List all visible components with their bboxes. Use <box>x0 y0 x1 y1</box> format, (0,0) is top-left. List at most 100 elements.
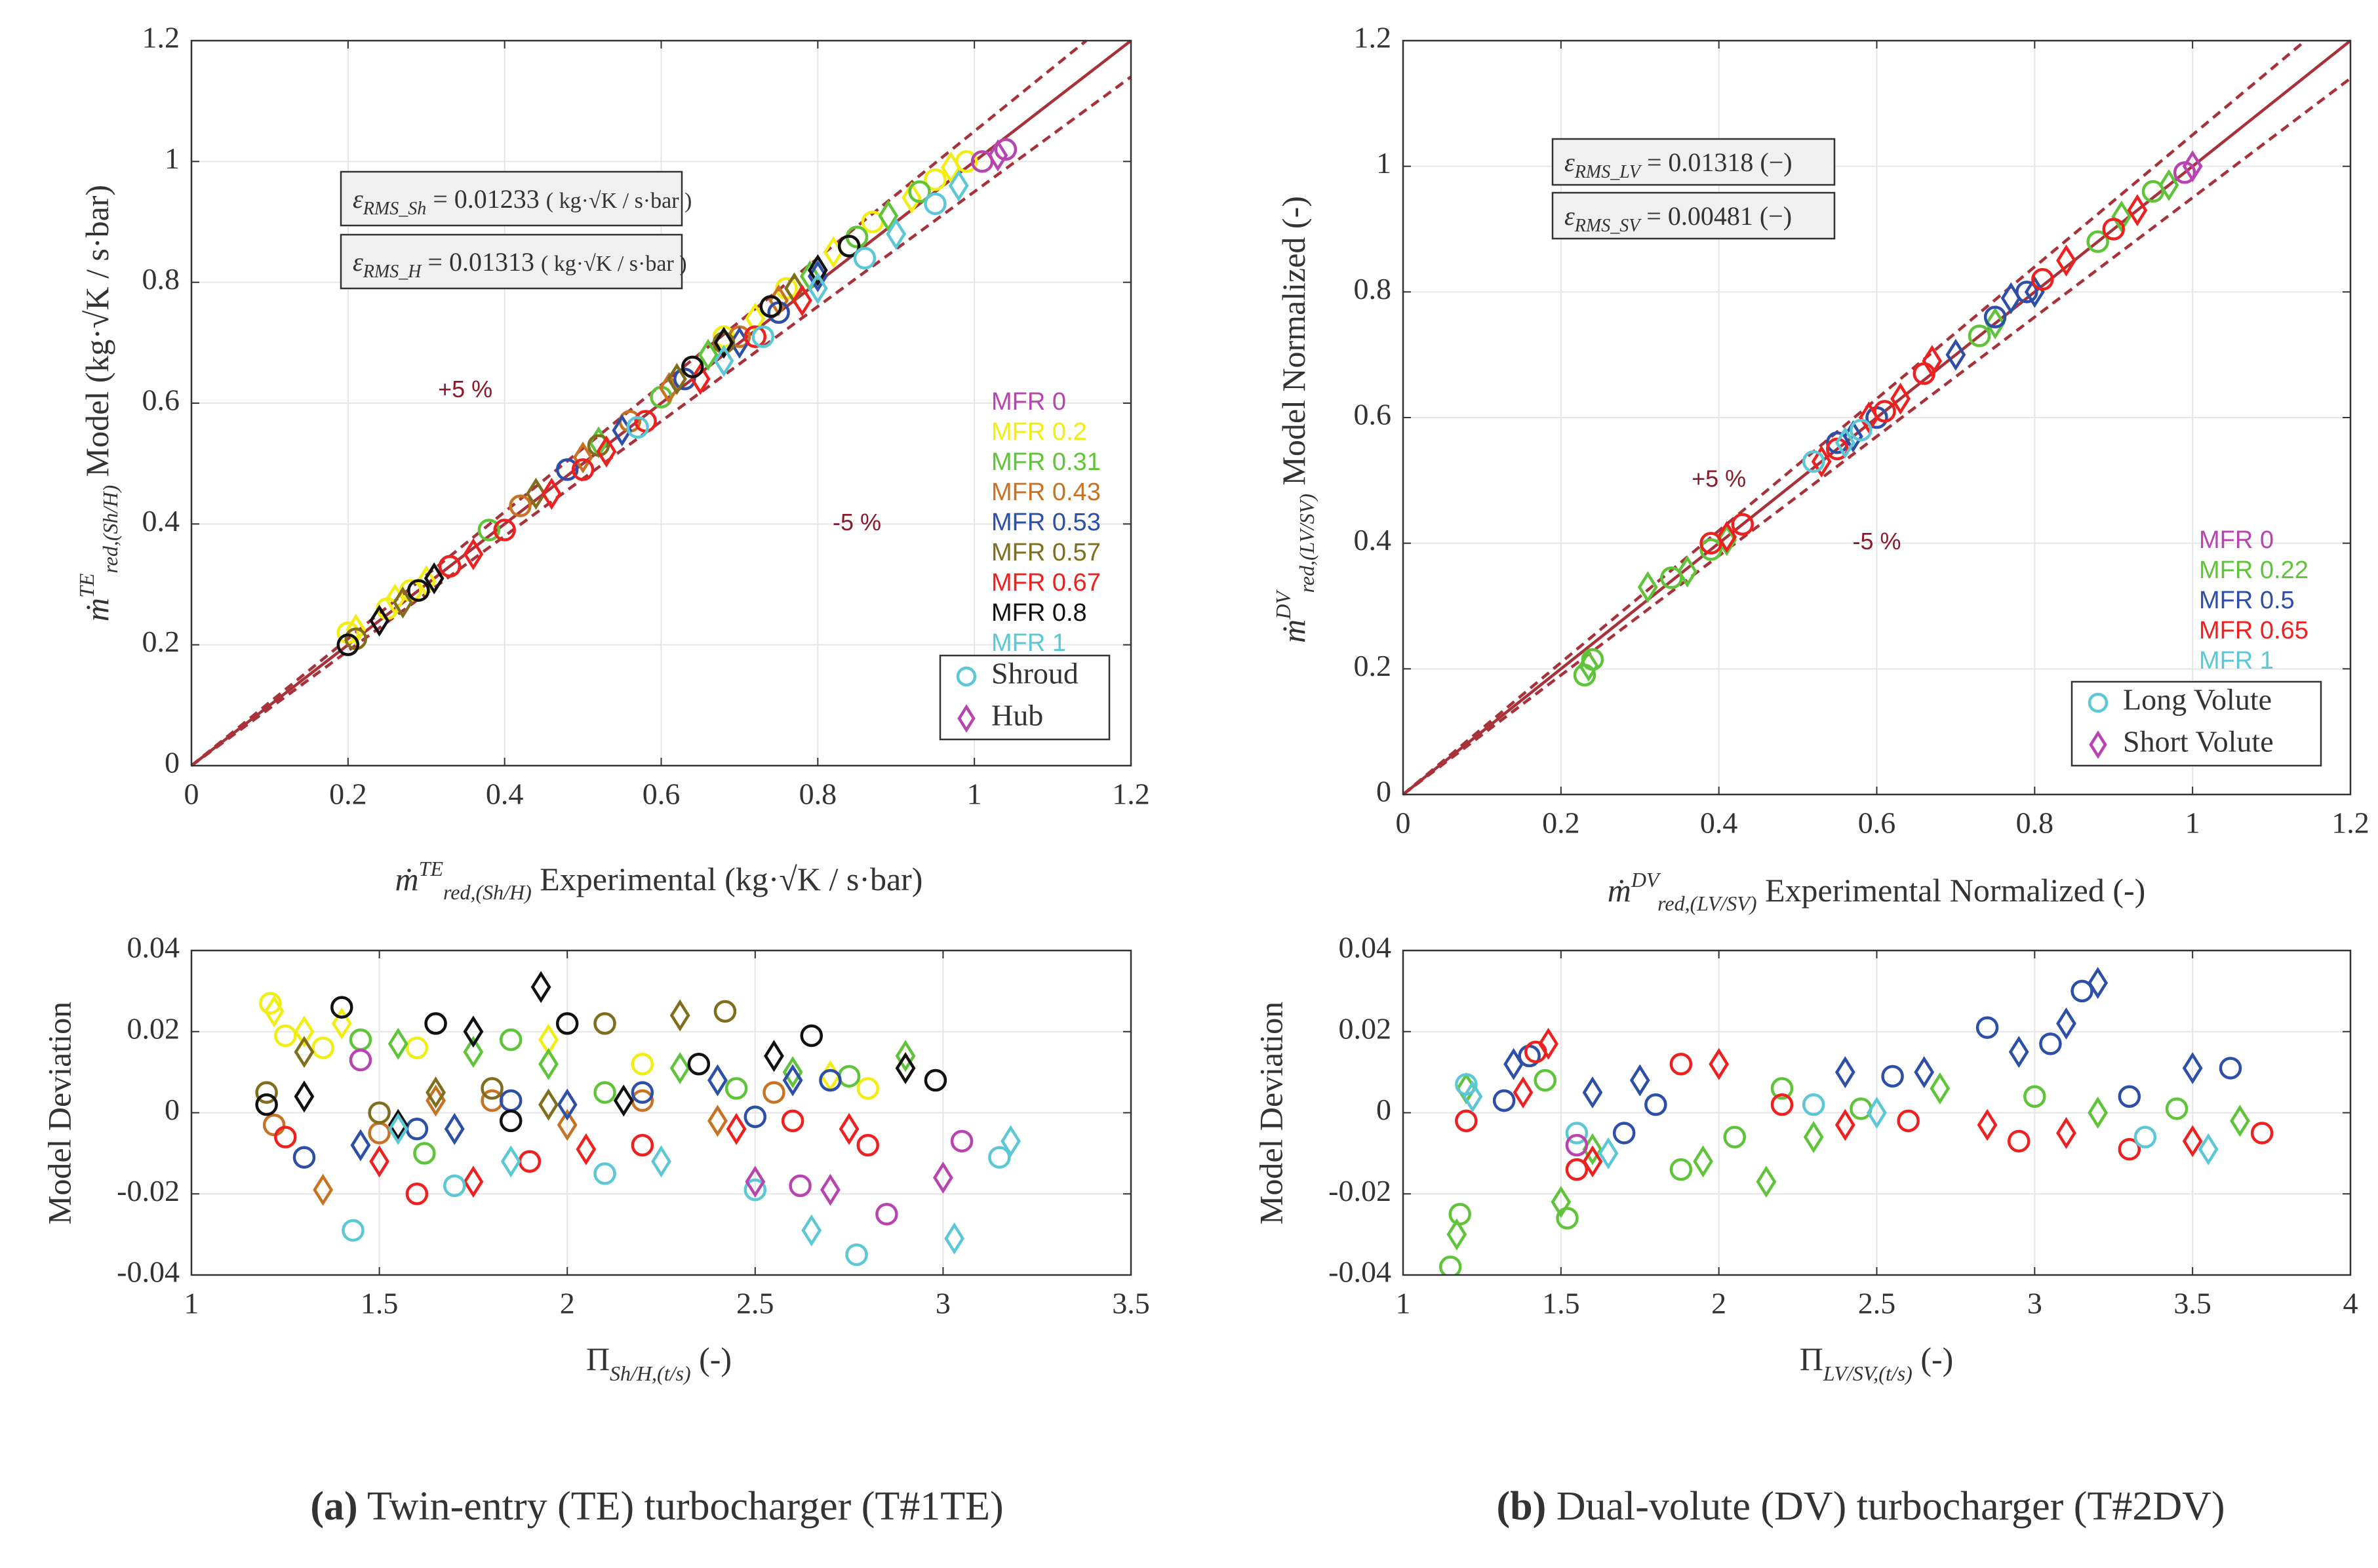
mfr-legend-mfr-0-57: MFR 0.57 <box>991 539 1101 566</box>
data-point-mfr-0-65 <box>2127 194 2148 227</box>
data-point-mfr-0-8 <box>759 295 782 318</box>
data-point-mfr-0-67 <box>405 1183 429 1205</box>
mfr-legend-mfr-0-5: MFR 0.5 <box>2199 587 2295 614</box>
data-point-mfr-0-22 <box>1534 1068 1556 1092</box>
data-point-mfr-0-8 <box>255 1093 278 1116</box>
data-point-mfr-0-65 <box>1716 520 1737 553</box>
data-point-mfr-0-5 <box>1945 338 1966 371</box>
series-group <box>255 971 1021 1266</box>
data-point-mfr-0-31 <box>895 1040 916 1072</box>
data-point-mfr-1 <box>2133 1126 2157 1148</box>
data-point-mfr-0-22 <box>1968 324 1991 347</box>
mfr-legend-mfr-1: MFR 1 <box>991 629 1066 657</box>
data-point-mfr-0-2 <box>259 992 282 1015</box>
y-tick-label: 0.02 <box>127 1011 180 1045</box>
y-tick-label: 0.02 <box>1339 1011 1392 1045</box>
data-point-mfr-0-8 <box>424 562 445 595</box>
data-point-mfr-0-8 <box>713 326 734 359</box>
data-point-mfr-0-8 <box>807 254 828 286</box>
data-point-mfr-0-2 <box>856 1077 880 1100</box>
data-point-mfr-1 <box>1565 1122 1589 1145</box>
data-point-mfr-1 <box>845 1243 868 1266</box>
data-point-mfr-0-8 <box>681 355 704 378</box>
data-point-mfr-0-2 <box>294 1015 315 1048</box>
data-point-mfr-0-5 <box>2039 1032 2062 1055</box>
minus5-annotation: -5 % <box>1852 528 1901 555</box>
rms-text: εRMS_H = 0.01313 ( kg·√K / s·bar ) <box>353 247 687 282</box>
data-point-mfr-0-65 <box>1890 382 1911 415</box>
data-point-mfr-0-65 <box>1731 513 1754 536</box>
data-point-mfr-0-5 <box>1629 1064 1650 1097</box>
mfr-legend-mfr-0-31: MFR 0.31 <box>991 448 1101 476</box>
axes-a-bottom: 1 1.5 2 2.5 3 3.5 -0.04 -0.02 0 0.02 0.04 ΠSh/H,(t/… <box>41 931 1149 1385</box>
y-tick-label: 0.04 <box>1339 931 1392 964</box>
x-axis-label: ṁDVred,(LV/SV) Experimental Normalized (… <box>1608 868 2146 915</box>
data-point-mfr-0-8 <box>336 633 360 656</box>
data-point-mfr-1 <box>751 325 774 348</box>
legend-circle-icon <box>2088 692 2109 713</box>
data-point-mfr-0-65 <box>1811 445 1832 478</box>
data-point-mfr-0-22 <box>1756 1166 1777 1198</box>
caption-b: (b) Dual-volute (DV) turbocharger (T#2DV… <box>1496 1484 2225 1529</box>
data-point-mfr-0-2 <box>346 614 367 646</box>
data-point-mfr-1 <box>1802 450 1825 473</box>
x-tick-label: 0 <box>184 777 199 811</box>
axes-b-bottom: 1 1.5 2 2.5 3 3.5 4 -0.04 -0.02 0 0.02 0.04 ΠLV/SV,(… <box>1252 931 2358 1385</box>
data-point-mfr-0-22 <box>1930 1072 1951 1105</box>
y-tick-label: 0.4 <box>1354 523 1392 557</box>
data-point-mfr-0-8 <box>499 1109 523 1133</box>
y-tick-label: -0.02 <box>1328 1174 1391 1207</box>
legend-label-shroud: Shroud <box>991 657 1079 690</box>
data-point-mfr-0-53 <box>673 367 696 391</box>
data-point-mfr-0-22 <box>1723 1126 1746 1148</box>
data-point-mfr-0-5 <box>1983 305 2007 328</box>
rms-box <box>340 233 683 290</box>
data-point-mfr-0-22 <box>2230 1105 2250 1137</box>
data-point-mfr-0-22 <box>2158 168 2179 201</box>
x-tick-label: 0.2 <box>329 777 367 811</box>
mfr-legend-mfr-0-65: MFR 0.65 <box>2199 617 2309 644</box>
data-point-mfr-0-43 <box>763 1081 785 1104</box>
x-axis-label: ΠLV/SV,(t/s) (-) <box>1800 1341 1954 1385</box>
data-point-mfr-0-5 <box>2219 1057 2242 1080</box>
data-point-mfr-0-57 <box>368 1101 391 1124</box>
data-point-mfr-0-22 <box>1677 555 1697 588</box>
reference-line <box>190 39 1088 767</box>
data-point-mfr-0-67 <box>596 435 617 468</box>
data-point-mfr-0-57 <box>593 1012 616 1035</box>
rms-box <box>1551 191 1836 240</box>
data-point-mfr-1 <box>1834 426 1855 459</box>
data-point-mfr-0-22 <box>2088 1097 2109 1129</box>
x-tick-label: 0.6 <box>1858 806 1896 840</box>
data-point-mfr-0-65 <box>2182 1125 2203 1158</box>
data-point-mfr-0 <box>994 138 1018 161</box>
data-point-mfr-0-22 <box>1716 524 1737 557</box>
data-point-mfr-0-8 <box>924 1068 947 1092</box>
data-point-mfr-1 <box>500 1145 521 1178</box>
data-point-mfr-0-65 <box>1922 345 1943 378</box>
x-tick-label: 1 <box>1396 1287 1411 1320</box>
x-tick-label: 3 <box>2027 1287 2042 1320</box>
data-point-mfr-0-67 <box>576 1133 597 1166</box>
data-point-mfr-0-67 <box>690 363 711 395</box>
data-point-mfr-1 <box>801 1214 822 1247</box>
data-point-mfr-0-53 <box>292 1146 316 1169</box>
data-point-mfr-0-57 <box>713 1000 737 1023</box>
data-point-mfr-0-65 <box>2250 1122 2274 1145</box>
data-point-mfr-1 <box>651 1145 671 1178</box>
y-axis-label: Model Deviation <box>1252 1002 1289 1225</box>
data-point-mfr-1 <box>2198 1133 2219 1166</box>
y-tick-label: 0.2 <box>1354 649 1392 682</box>
rms-text: εRMS_Sh = 0.01233 ( kg·√K / s·bar ) <box>353 184 692 219</box>
data-point-mfr-0-67 <box>493 519 516 541</box>
x-tick-label: 0.8 <box>2016 806 2054 840</box>
data-point-mfr-0-22 <box>1448 1202 1471 1226</box>
data-point-mfr-0-8 <box>387 1108 408 1141</box>
data-point-mfr-0-65 <box>2031 267 2054 291</box>
axes-frame <box>1402 39 2352 796</box>
data-point-mfr-0-67 <box>571 458 595 481</box>
data-point-mfr-0-22 <box>1556 1207 1579 1230</box>
x-tick-label: 2 <box>1711 1287 1726 1320</box>
data-point-mfr-0-67 <box>274 1126 297 1148</box>
data-point-mfr-0-22 <box>2165 1097 2189 1120</box>
